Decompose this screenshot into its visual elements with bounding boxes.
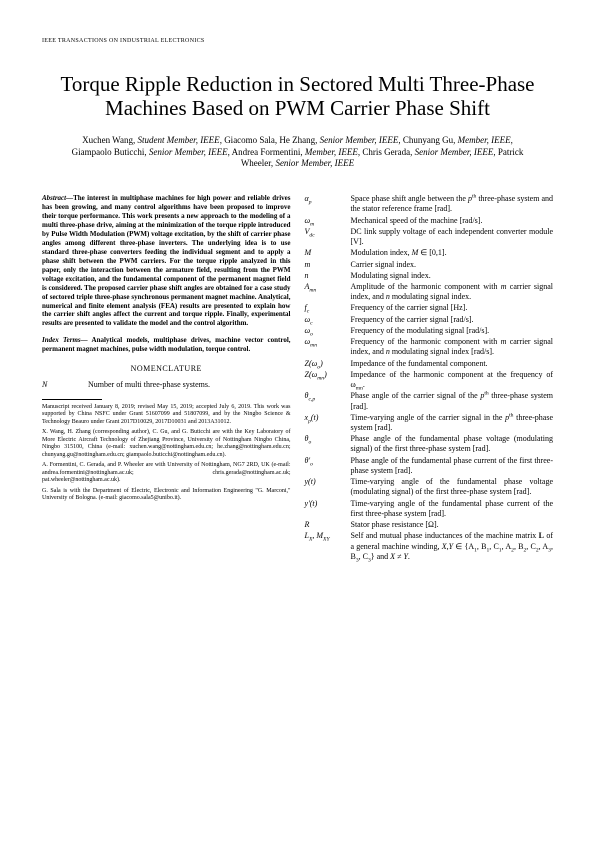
nomenclature-symbol: θc,p [305, 391, 351, 411]
nomenclature-row: ωoFrequency of the modulating signal [ra… [305, 326, 554, 336]
nomenclature-definition: Impedance of the fundamental component. [351, 359, 554, 369]
nomenclature-symbol: fc [305, 303, 351, 313]
nomenclature-symbol: θo [305, 434, 351, 454]
nomenclature-symbol: y'(t) [305, 499, 351, 519]
two-column-body: Abstract—The interest in multiphase mach… [42, 194, 553, 563]
nomenclature-definition: Time-varying angle of the fundamental ph… [351, 477, 554, 497]
nomenclature-definition: Phase angle of the carrier signal of the… [351, 391, 554, 411]
nomenclature-row: MModulation index, M ∈ [0,1]. [305, 248, 554, 258]
nomenclature-symbol: R [305, 520, 351, 530]
author-list: Xuchen Wang, Student Member, IEEE, Giaco… [64, 135, 531, 170]
abstract-lead: Abstract— [42, 194, 73, 202]
abstract-text: The interest in multiphase machines for … [42, 194, 291, 327]
nomenclature-definition: Phase angle of the fundamental phase vol… [351, 434, 554, 454]
nomenclature-definition: Phase angle of the fundamental phase cur… [351, 456, 554, 476]
footnote: X. Wang, H. Zhang (corresponding author)… [42, 429, 291, 459]
abstract: Abstract—The interest in multiphase mach… [42, 194, 291, 328]
nomenclature-symbol: αp [305, 194, 351, 214]
nomenclature-row: θc,pPhase angle of the carrier signal of… [305, 391, 554, 411]
footnote: G. Sala is with the Department of Electr… [42, 488, 291, 503]
nomenclature-row: y'(t)Time-varying angle of the fundament… [305, 499, 554, 519]
nomenclature-row: nModulating signal index. [305, 271, 554, 281]
nomenclature-heading: NOMENCLATURE [42, 364, 291, 374]
nomenclature-row: αpSpace phase shift angle between the pt… [305, 194, 554, 214]
nomenclature-symbol: M [305, 248, 351, 258]
footnote-block: Manuscript received January 8, 2019; rev… [42, 404, 291, 503]
nomenclature-definition: Modulating signal index. [351, 271, 554, 281]
footnote: A. Formentini, C. Gerada, and P. Wheeler… [42, 462, 291, 485]
nomenclature-definition: Modulation index, M ∈ [0,1]. [351, 248, 554, 258]
nomenclature-row: Z(ωo)Impedance of the fundamental compon… [305, 359, 554, 369]
nomenclature-symbol: ωc [305, 315, 351, 325]
nomenclature-row: mCarrier signal index. [305, 260, 554, 270]
nomenclature-symbol: ωo [305, 326, 351, 336]
nomenclature-symbol: Vdc [305, 227, 351, 247]
nomenclature-definition: Impedance of the harmonic component at t… [351, 370, 554, 390]
nomenclature-definition: Carrier signal index. [351, 260, 554, 270]
nomenclature-definition: Mechanical speed of the machine [rad/s]. [351, 216, 554, 226]
nomenclature-row: θoPhase angle of the fundamental phase v… [305, 434, 554, 454]
nomenclature-definition: Amplitude of the harmonic component with… [351, 282, 554, 302]
nomenclature-definition: Stator phase resistance [Ω]. [351, 520, 554, 530]
nomenclature-definition: Frequency of the carrier signal [Hz]. [351, 303, 554, 313]
nomenclature-symbol: LX, MXY [305, 531, 351, 562]
nomenclature-definition: Frequency of the harmonic component with… [351, 337, 554, 357]
paper-title: Torque Ripple Reduction in Sectored Mult… [52, 72, 543, 122]
nomenclature-right-list: αpSpace phase shift angle between the pt… [305, 194, 554, 562]
nomenclature-definition: Number of multi three-phase systems. [88, 380, 291, 390]
nomenclature-symbol: m [305, 260, 351, 270]
nomenclature-left-list: NNumber of multi three-phase systems. [42, 380, 291, 390]
nomenclature-row: θ'oPhase angle of the fundamental phase … [305, 456, 554, 476]
left-column: Abstract—The interest in multiphase mach… [42, 194, 291, 563]
footnote-rule [42, 399, 102, 400]
nomenclature-row: LX, MXYSelf and mutual phase inductances… [305, 531, 554, 562]
nomenclature-definition: DC link supply voltage of each independe… [351, 227, 554, 247]
footnote: Manuscript received January 8, 2019; rev… [42, 404, 291, 427]
nomenclature-row: ωmMechanical speed of the machine [rad/s… [305, 216, 554, 226]
nomenclature-definition: Space phase shift angle between the pth … [351, 194, 554, 214]
nomenclature-definition: Frequency of the carrier signal [rad/s]. [351, 315, 554, 325]
nomenclature-row: Z(ωmn)Impedance of the harmonic componen… [305, 370, 554, 390]
nomenclature-row: fcFrequency of the carrier signal [Hz]. [305, 303, 554, 313]
nomenclature-row: ωcFrequency of the carrier signal [rad/s… [305, 315, 554, 325]
nomenclature-symbol: Amn [305, 282, 351, 302]
nomenclature-symbol: Z(ωmn) [305, 370, 351, 390]
index-terms-lead: Index Terms— [42, 336, 88, 344]
nomenclature-row: RStator phase resistance [Ω]. [305, 520, 554, 530]
nomenclature-row: VdcDC link supply voltage of each indepe… [305, 227, 554, 247]
nomenclature-row: AmnAmplitude of the harmonic component w… [305, 282, 554, 302]
right-column: αpSpace phase shift angle between the pt… [305, 194, 554, 563]
index-terms: Index Terms— Analytical models, multipha… [42, 336, 291, 354]
nomenclature-row: ωmnFrequency of the harmonic component w… [305, 337, 554, 357]
nomenclature-definition: Self and mutual phase inductances of the… [351, 531, 554, 562]
nomenclature-definition: Time-varying angle of the carrier signal… [351, 413, 554, 433]
nomenclature-symbol: xp(t) [305, 413, 351, 433]
nomenclature-definition: Frequency of the modulating signal [rad/… [351, 326, 554, 336]
nomenclature-symbol: ωm [305, 216, 351, 226]
nomenclature-symbol: y(t) [305, 477, 351, 497]
nomenclature-row: y(t)Time-varying angle of the fundamenta… [305, 477, 554, 497]
nomenclature-symbol: θ'o [305, 456, 351, 476]
nomenclature-symbol: ωmn [305, 337, 351, 357]
nomenclature-row: xp(t)Time-varying angle of the carrier s… [305, 413, 554, 433]
nomenclature-row: NNumber of multi three-phase systems. [42, 380, 291, 390]
nomenclature-definition: Time-varying angle of the fundamental ph… [351, 499, 554, 519]
nomenclature-symbol: N [42, 380, 88, 390]
nomenclature-symbol: Z(ωo) [305, 359, 351, 369]
nomenclature-symbol: n [305, 271, 351, 281]
journal-header: IEEE TRANSACTIONS ON INDUSTRIAL ELECTRON… [42, 38, 553, 46]
